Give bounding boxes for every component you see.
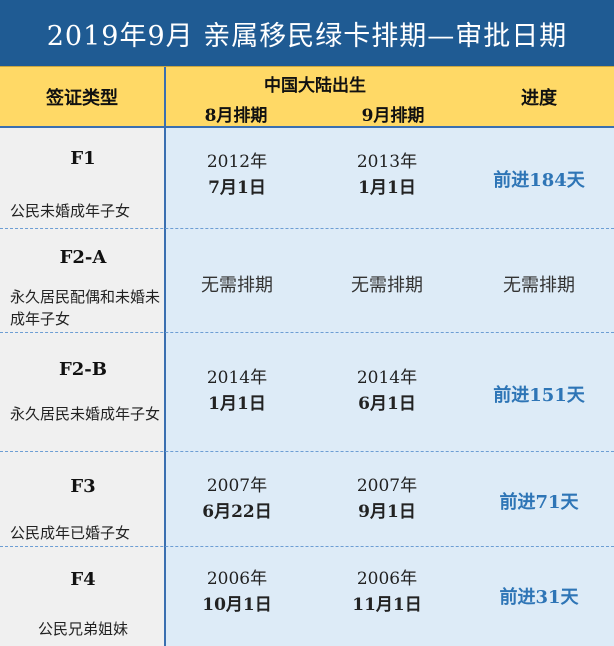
category-code: F3 bbox=[70, 476, 96, 497]
category-desc: 永久居民配偶和未婚未成年子女 bbox=[10, 288, 161, 328]
sep-year: 2007年 bbox=[356, 476, 418, 496]
sep-month-day: 1月1日 bbox=[358, 178, 416, 198]
category-desc: 公民成年已婚子女 bbox=[10, 524, 131, 542]
category-code: F1 bbox=[70, 148, 96, 169]
data-area-bg bbox=[166, 128, 614, 646]
aug-month-day: 1月1日 bbox=[208, 394, 266, 414]
table-row: F2-A 永久居民配偶和未婚未成年子女 无需排期 无需排期 无需排期 bbox=[0, 229, 614, 333]
category-column-bg bbox=[0, 128, 166, 646]
sep-date: 2013年 1月1日 bbox=[312, 150, 462, 202]
header-sep: 9月排期 bbox=[361, 106, 425, 126]
category-code: F4 bbox=[70, 569, 96, 590]
aug-date: 2014年 1月1日 bbox=[162, 366, 312, 418]
aug-year: 2007年 bbox=[206, 476, 268, 496]
sep-month-day: 9月1日 bbox=[358, 502, 416, 522]
table-row: F2-B 永久居民未婚成年子女 2014年 1月1日 2014年 6月1日 前进… bbox=[0, 333, 614, 452]
sep-year: 2006年 bbox=[356, 569, 418, 589]
aug-date: 2012年 7月1日 bbox=[162, 150, 312, 202]
aug-date: 2006年 10月1日 bbox=[162, 567, 312, 619]
page-title: 2019年9月 亲属移民绿卡排期—审批日期 bbox=[0, 0, 614, 66]
category-desc: 公民未婚成年子女 bbox=[10, 202, 131, 220]
sep-month-day: 11月1日 bbox=[352, 595, 422, 615]
progress-none: 无需排期 bbox=[503, 275, 575, 296]
header-progress: 进度 bbox=[521, 88, 557, 109]
sep-date: 2014年 6月1日 bbox=[312, 366, 462, 418]
sep-year: 2013年 bbox=[356, 152, 418, 172]
header-group-china: 中国大陆出生 bbox=[264, 76, 366, 96]
sep-date: 2006年 11月1日 bbox=[312, 567, 462, 619]
sep-none: 无需排期 bbox=[351, 275, 423, 296]
header-aug: 8月排期 bbox=[204, 106, 268, 126]
aug-year: 2006年 bbox=[206, 569, 268, 589]
table-row: F3 公民成年已婚子女 2007年 6月22日 2007年 9月1日 前进71天 bbox=[0, 452, 614, 547]
aug-none: 无需排期 bbox=[201, 275, 273, 296]
sep-date: 2007年 9月1日 bbox=[312, 474, 462, 526]
progress-value: 前进151天 bbox=[493, 385, 585, 406]
aug-date: 2007年 6月22日 bbox=[162, 474, 312, 526]
table-row: F4 公民兄弟姐妹 2006年 10月1日 2006年 11月1日 前进31天 bbox=[0, 547, 614, 646]
category-code: F2-B bbox=[59, 359, 107, 380]
progress-value: 前进71天 bbox=[499, 492, 579, 513]
aug-year: 2014年 bbox=[206, 368, 268, 388]
sep-year: 2014年 bbox=[356, 368, 418, 388]
category-desc: 永久居民未婚成年子女 bbox=[10, 405, 161, 423]
category-code: F2-A bbox=[59, 247, 107, 268]
header-category: 签证类型 bbox=[0, 67, 166, 127]
sep-month-day: 6月1日 bbox=[358, 394, 416, 414]
progress-value: 前进31天 bbox=[499, 587, 579, 608]
aug-year: 2012年 bbox=[206, 152, 268, 172]
table-row: F1 公民未婚成年子女 2012年 7月1日 2013年 1月1日 前进184天 bbox=[0, 128, 614, 229]
category-desc: 公民兄弟姐妹 bbox=[37, 620, 128, 638]
progress-value: 前进184天 bbox=[493, 170, 585, 191]
aug-month-day: 10月1日 bbox=[202, 595, 272, 615]
aug-month-day: 7月1日 bbox=[208, 178, 266, 198]
table-header: 签证类型 中国大陆出生 8月排期 9月排期 进度 bbox=[0, 66, 614, 128]
aug-month-day: 6月22日 bbox=[202, 502, 272, 522]
